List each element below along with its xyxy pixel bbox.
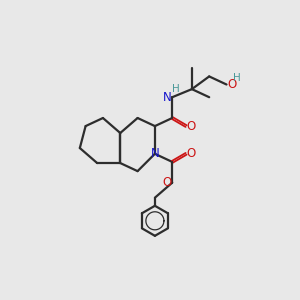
Text: O: O (227, 78, 236, 91)
Text: N: N (151, 147, 159, 160)
Text: O: O (187, 147, 196, 160)
Text: O: O (187, 120, 196, 133)
Text: H: H (233, 73, 241, 82)
Text: H: H (172, 84, 180, 94)
Text: O: O (163, 176, 172, 189)
Text: N: N (163, 91, 172, 104)
